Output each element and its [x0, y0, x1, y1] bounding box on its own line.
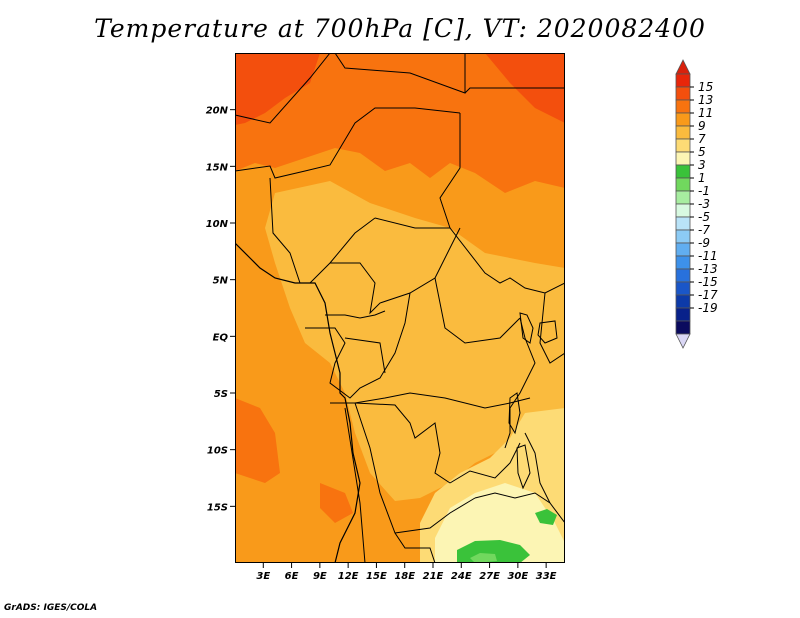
colorbar-label: -17 [698, 288, 718, 302]
colorbar-label: 15 [698, 80, 713, 94]
lon-label: 33E [536, 571, 557, 582]
lon-label: 18E [394, 571, 415, 582]
map-axes: 3E 6E 9E 12E 15E 18E 21E 24E 27E 30E 33E 20N 15N 10N 5… [206, 106, 557, 582]
colorbar-swatch [675, 255, 691, 270]
map-frame [235, 53, 565, 563]
colorbar-swatch [675, 294, 691, 309]
colorbar-label: 9 [698, 119, 706, 133]
colorbar-label: -7 [698, 223, 710, 237]
colorbar-swatch [675, 190, 691, 205]
lon-label: 21E [423, 571, 444, 582]
map-panel: 3E 6E 9E 12E 15E 18E 21E 24E 27E 30E 33E 20N 15N 10N 5… [206, 53, 565, 582]
lon-label: 27E [479, 571, 500, 582]
colorbar-label: -13 [698, 262, 718, 276]
colorbar-label: -19 [698, 301, 718, 315]
lon-label: 24E [451, 571, 472, 582]
colorbar-swatch [675, 242, 691, 257]
colorbar-label: 1 [698, 171, 706, 185]
colorbar-swatch [675, 164, 691, 179]
lat-label: 10S [207, 446, 228, 457]
colorbar-label: -15 [698, 275, 718, 289]
colorbar-swatch [675, 216, 691, 231]
lat-label: 15N [206, 162, 229, 173]
lon-label: 12E [338, 571, 359, 582]
lon-label: 3E [256, 571, 270, 582]
colorbar-label: 11 [698, 106, 713, 120]
colorbar-swatch [675, 177, 691, 192]
colorbar-swatch [675, 151, 691, 166]
lon-label: 9E [313, 571, 327, 582]
colorbar-swatch [675, 320, 691, 335]
colorbar-swatch [675, 125, 691, 140]
map-title: Temperature at 700hPa [C], VT: 202008240… [94, 14, 706, 43]
lon-label: 6E [285, 571, 299, 582]
colorbar-label: 3 [698, 158, 706, 172]
temperature-map [235, 53, 565, 563]
colorbar-label: 5 [698, 145, 706, 159]
lat-label: 5N [213, 276, 229, 287]
colorbar-swatch [675, 281, 691, 296]
lon-label: 15E [366, 571, 387, 582]
colorbar-swatch [675, 73, 691, 88]
colorbar-swatch [675, 203, 691, 218]
coastline [235, 242, 361, 563]
colorbar-label: 13 [698, 93, 713, 107]
lat-label: 20N [206, 106, 229, 117]
lakes [508, 312, 558, 490]
colorbar-label: -1 [698, 184, 710, 198]
field-7-9 [265, 181, 565, 501]
country-borders [235, 53, 565, 563]
colorbar-swatch [675, 307, 691, 322]
colorbar-label: 7 [698, 132, 706, 146]
colorbar-label: -3 [698, 197, 710, 211]
colorbar-swatch [675, 138, 691, 153]
field-11-13-coast [235, 398, 280, 483]
colorbar-bottom-triangle [675, 333, 691, 349]
field-13-15-west [235, 53, 320, 125]
lat-label: 5S [214, 389, 228, 400]
colorbar-swatch [675, 86, 691, 101]
field-1-3-east [535, 509, 557, 525]
colorbar-swatch [675, 268, 691, 283]
colorbar-top-triangle [675, 59, 691, 75]
colorbar-swatch [675, 229, 691, 244]
colorbar-label: -11 [698, 249, 718, 263]
lat-label: EQ [213, 332, 229, 343]
colorbar-swatch [675, 112, 691, 127]
field-neg1-1 [470, 553, 497, 563]
lat-label: 15S [207, 502, 228, 513]
colorbar-label: -9 [698, 236, 710, 250]
grads-credit: GrADS: IGES/COLA [4, 603, 98, 613]
colorbar-label: -5 [698, 210, 710, 224]
colorbar-swatch [675, 99, 691, 114]
field-11-13-south [320, 483, 353, 523]
lon-label: 30E [507, 571, 528, 582]
lat-label: 10N [206, 219, 229, 230]
